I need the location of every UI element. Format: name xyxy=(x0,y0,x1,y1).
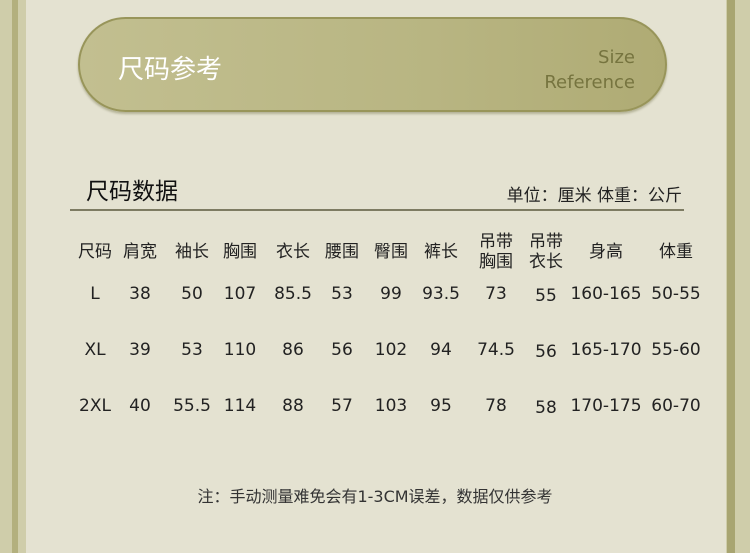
table-cell: 53 xyxy=(181,340,203,360)
table-cell: 58 xyxy=(535,398,557,418)
table-header: 吊带 衣长 xyxy=(529,232,563,272)
table-cell: 53 xyxy=(331,284,353,304)
table-cell: 95 xyxy=(430,396,452,416)
table-cell: 57 xyxy=(331,396,353,416)
table-cell: 102 xyxy=(374,340,408,360)
table-header: 身高 xyxy=(589,242,623,262)
table-header: 腰围 xyxy=(325,242,359,262)
table-cell: 56 xyxy=(331,340,353,360)
table-cell: 74.5 xyxy=(477,340,515,360)
table-cell: L xyxy=(90,284,100,304)
banner-en-line2: Reference xyxy=(544,72,635,93)
table-cell: 85.5 xyxy=(274,284,312,304)
table-cell: 60-70 xyxy=(651,396,701,416)
table-cell: 40 xyxy=(129,396,151,416)
unit-label: 单位：厘米 体重：公斤 xyxy=(506,186,682,206)
table-header: 吊带 胸围 xyxy=(479,232,513,272)
left-border-line xyxy=(12,0,18,553)
table-cell: 110 xyxy=(223,340,257,360)
section-title: 尺码数据 xyxy=(86,179,178,205)
table-header: 胸围 xyxy=(223,242,257,262)
table-cell: 114 xyxy=(223,396,257,416)
banner-english: Size Reference xyxy=(544,45,635,95)
table-cell: 56 xyxy=(535,342,557,362)
table-cell: 38 xyxy=(129,284,151,304)
table-header: 臀围 xyxy=(374,242,408,262)
table-header: 裤长 xyxy=(424,242,458,262)
table-cell: 78 xyxy=(485,396,507,416)
banner-en-line1: Size xyxy=(598,47,635,68)
table-cell: 39 xyxy=(129,340,151,360)
table-cell: 103 xyxy=(374,396,408,416)
table-cell: 55 xyxy=(535,286,557,306)
table-cell: 50 xyxy=(181,284,203,304)
divider xyxy=(70,209,684,211)
table-header: 尺码 xyxy=(78,242,112,262)
table-header: 衣长 xyxy=(276,242,310,262)
table-cell: 55.5 xyxy=(173,396,211,416)
size-reference-banner: 尺码参考 Size Reference xyxy=(78,17,667,112)
table-cell: 107 xyxy=(223,284,257,304)
measurement-note: 注：手动测量难免会有1-3CM误差，数据仅供参考 xyxy=(197,487,553,506)
table-cell: 88 xyxy=(282,396,304,416)
right-border-line xyxy=(727,0,735,553)
table-cell: 73 xyxy=(485,284,507,304)
table-cell: 94 xyxy=(430,340,452,360)
table-cell: 55-60 xyxy=(651,340,701,360)
table-header: 肩宽 xyxy=(123,242,157,262)
table-cell: 170-175 xyxy=(570,396,642,416)
table-cell: 86 xyxy=(282,340,304,360)
table-cell: 160-165 xyxy=(570,284,642,304)
table-header: 体重 xyxy=(659,242,693,262)
table-cell: 165-170 xyxy=(570,340,642,360)
table-header: 袖长 xyxy=(175,242,209,262)
table-cell: 50-55 xyxy=(651,284,701,304)
banner-title: 尺码参考 xyxy=(118,55,223,85)
table-cell: 2XL xyxy=(79,396,111,416)
table-cell: 99 xyxy=(380,284,402,304)
table-cell: 93.5 xyxy=(422,284,460,304)
table-cell: XL xyxy=(84,340,106,360)
